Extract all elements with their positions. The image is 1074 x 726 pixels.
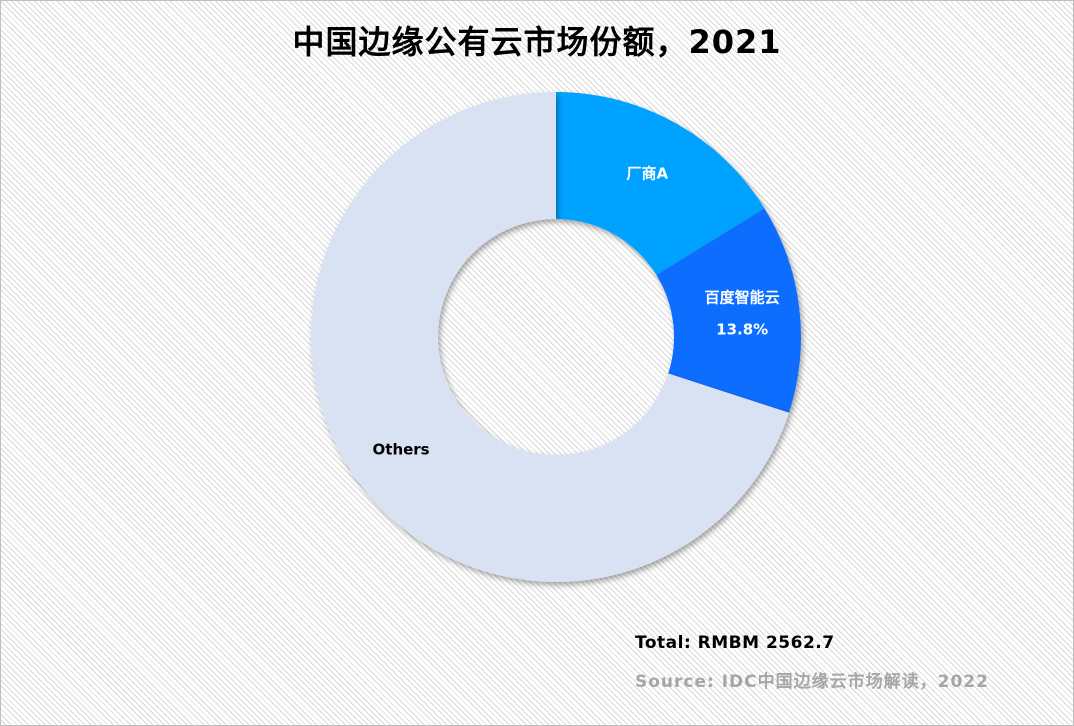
source-note: Source: IDC中国边缘云市场解读，2022	[635, 672, 989, 692]
chart-title: 中国边缘公有云市场份额，2021	[292, 23, 782, 61]
donut-slices	[311, 92, 801, 582]
slice-others	[311, 92, 790, 582]
total-note: Total: RMBM 2562.7	[635, 633, 835, 653]
slice-label-others: Others	[373, 441, 430, 459]
slice-slice-1	[656, 208, 801, 413]
slice-value-slice-1: 13.8%	[716, 321, 768, 339]
slice-a	[556, 92, 765, 276]
slice-label-a: 厂商A	[627, 164, 669, 182]
slice-label-slice-1: 百度智能云	[705, 289, 780, 307]
donut-labels: 厂商A 百度智能云 13.8% Others	[373, 164, 780, 458]
